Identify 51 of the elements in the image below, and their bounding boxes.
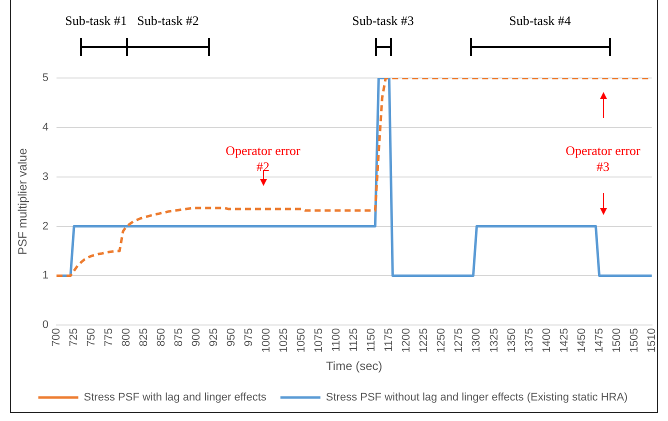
x-tick-label: 975	[243, 328, 256, 346]
x-tick-label: 750	[86, 328, 98, 346]
y-tick-label: 1	[42, 270, 49, 282]
y-tick-label: 3	[42, 170, 49, 183]
y-tick-label: 0	[42, 319, 49, 332]
x-tick-label: 1425	[558, 328, 570, 353]
x-tick-label: 1500	[610, 328, 623, 353]
annotation: Operator error #2	[224, 143, 302, 175]
y-axis-title: PSF multiplier value	[16, 148, 30, 255]
x-tick-label: 1050	[296, 328, 308, 353]
x-tick-label: 850	[156, 328, 168, 346]
x-tick-label: 1325	[488, 328, 500, 353]
x-tick-label: 1125	[348, 328, 360, 352]
x-tick-label: 1250	[436, 328, 448, 353]
y-tick-label: 5	[42, 72, 49, 84]
text: Sub-task #2	[137, 13, 199, 28]
x-tick-label: 1350	[506, 328, 518, 353]
x-tick-label: 1275	[453, 328, 466, 353]
annotation: Operator error #3	[564, 143, 642, 175]
x-tick-label: 700	[50, 328, 63, 346]
x-tick-label: 1025	[278, 328, 290, 353]
x-tick-label: 1400	[540, 328, 553, 353]
text: Sub-task #3	[351, 13, 415, 29]
x-tick-label: 1100	[330, 328, 343, 352]
x-tick-label: 825	[138, 328, 150, 346]
x-tick-label: 1475	[593, 328, 606, 353]
x-tick-label: 1150	[366, 328, 378, 352]
x-tick-label: 800	[120, 328, 133, 346]
x-tick-label: 925	[208, 328, 220, 346]
x-axis-title: Time (sec)	[326, 359, 382, 374]
x-tick-label: 1000	[260, 328, 273, 353]
legend-label: Stress PSF without lag and linger effects (Existing static HRA)	[326, 392, 628, 404]
legend-label: Stress PSF with lag and linger effects	[84, 392, 267, 404]
x-tick-label: 1200	[400, 328, 413, 353]
x-tick-label: 1225	[418, 328, 430, 353]
x-tick-label: 900	[190, 328, 203, 346]
x-tick-label: 1450	[576, 328, 588, 353]
x-tick-label: 725	[68, 328, 80, 346]
x-tick-label: 1510	[646, 328, 658, 353]
y-tick-label: 2	[42, 220, 49, 232]
x-tick-label: 1175	[383, 328, 396, 352]
text: Sub-task #4	[508, 13, 572, 29]
y-tick-label: 4	[42, 121, 49, 134]
x-tick-label: 1075	[313, 328, 326, 353]
text: Sub-task #1	[65, 13, 127, 28]
x-tick-label: 1505	[628, 328, 640, 353]
x-tick-label: 1300	[470, 328, 483, 353]
x-tick-label: 1375	[523, 328, 536, 353]
x-tick-label: 950	[226, 328, 238, 346]
x-tick-label: 875	[173, 328, 186, 346]
x-tick-label: 775	[103, 328, 116, 346]
